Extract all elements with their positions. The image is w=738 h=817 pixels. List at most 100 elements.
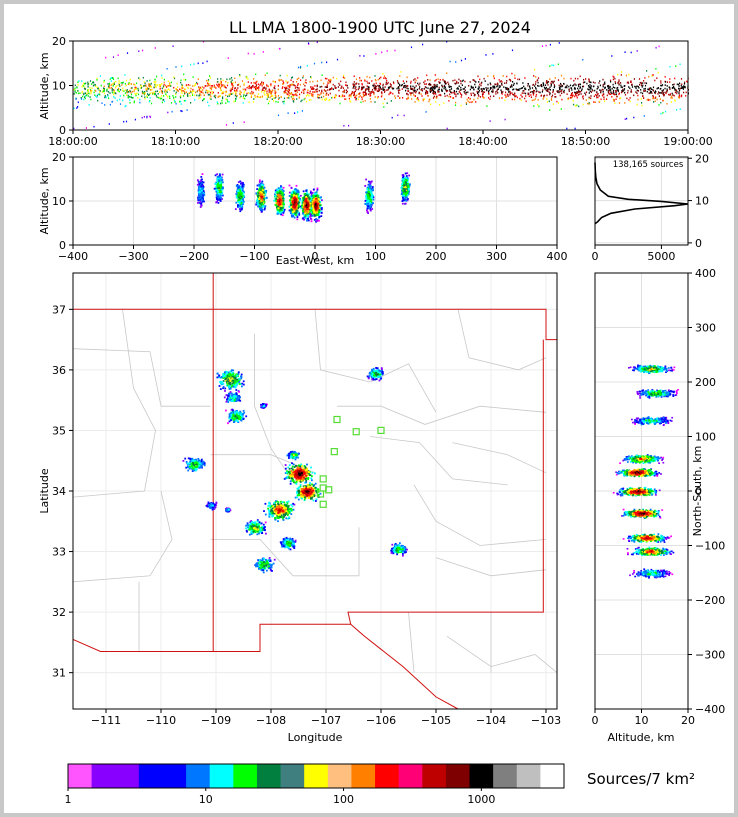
time-height-source [593,101,595,103]
time-height-source [375,88,377,91]
time-height-source [290,92,293,94]
time-height-source [161,92,163,95]
time-height-source [298,96,300,99]
time-height-source [364,80,366,82]
time-height-source [447,89,449,92]
ew-height-source [201,178,203,181]
time-height-source [602,78,604,81]
time-height-source [558,84,560,87]
time-height-source [410,80,412,83]
time-height-source [669,81,671,83]
time-height-source [549,43,551,46]
time-height-source [325,97,327,100]
time-height-source [220,83,222,85]
ew-height-source [277,211,279,213]
time-height-source [363,94,365,97]
time-height-ytick: 20 [52,35,66,48]
time-height-source [428,83,430,86]
time-height-source [173,90,175,92]
time-height-source [266,96,269,98]
time-height-source [335,96,337,98]
ew-height-source [235,201,238,204]
time-height-source [588,92,590,94]
time-height-source [167,111,169,114]
time-height-source [498,79,500,81]
time-height-source [494,83,496,85]
time-height-source [386,89,388,91]
time-height-source [676,109,678,111]
time-height-source [452,91,454,94]
time-height-source [553,64,555,67]
time-height-source [478,85,480,88]
ew-height-source [258,189,260,192]
time-height-source [444,95,446,97]
time-height-source [91,87,93,90]
ew-height-source [260,190,262,193]
ew-height-source [220,185,222,187]
time-height-source [483,97,485,99]
time-height-source [656,77,658,79]
time-height-source [355,99,357,101]
time-height-source [189,95,191,97]
time-height-source [558,42,560,44]
time-height-source [646,70,648,72]
time-height-source [629,97,631,99]
time-height-source [179,100,181,103]
time-height-source [192,76,194,78]
time-height-source [159,96,161,99]
time-height-source [492,75,495,78]
time-height-source [549,78,551,80]
time-height-source [291,98,293,100]
time-height-source [316,80,318,82]
time-height-source [535,81,537,83]
time-height-source [676,92,678,95]
time-height-source [392,88,394,90]
time-height-source [225,90,227,93]
time-height-source [180,95,182,97]
time-height-source [220,102,222,105]
time-height-source [664,76,666,78]
time-height-source [603,98,605,100]
time-height-source [75,98,77,100]
time-height-source [303,98,305,101]
time-height-source [523,92,525,94]
time-height-source [235,90,237,92]
time-height-source [477,92,479,94]
time-height-source [671,97,673,99]
time-height-source [447,81,449,84]
ew-height-source [196,183,199,186]
time-height-source [391,116,393,119]
time-height-source [403,114,405,117]
time-height-source [298,77,300,80]
time-height-source [205,85,207,87]
time-height-source [584,92,586,94]
time-height-source [437,90,439,93]
time-height-source [506,87,508,89]
time-height-source [552,89,554,91]
time-height-source [389,86,391,88]
time-height-source [574,77,576,80]
time-height-source [278,48,281,50]
time-height-source [633,116,635,119]
time-height-source [624,118,626,120]
ew-height-source [303,218,305,221]
time-height-source [446,94,448,97]
time-height-source [624,51,626,53]
time-height-source [209,91,212,94]
time-height-source [248,101,250,104]
ew-height-source [295,194,298,197]
ew-height-source [296,218,299,221]
time-height-source [546,88,548,90]
ew-height-source [302,190,305,193]
time-height-source [418,84,420,86]
time-height-source [397,89,399,92]
time-height-source [518,78,521,81]
time-height-source [492,89,494,91]
time-height-source [143,92,145,95]
time-height-source [575,84,577,86]
time-height-source [277,95,280,97]
time-height-source [274,85,276,87]
time-height-source [166,85,169,88]
time-height-source [83,93,85,96]
time-height-source [254,94,256,97]
